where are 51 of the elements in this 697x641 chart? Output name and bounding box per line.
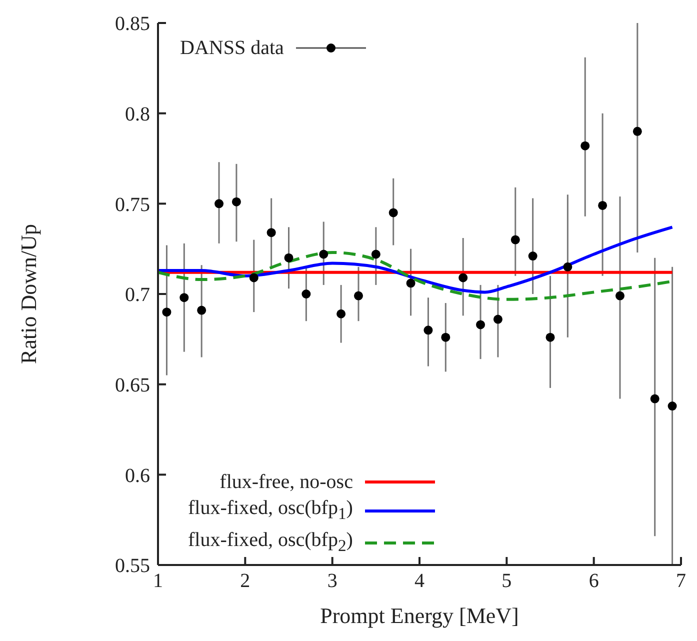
point — [510, 235, 520, 244]
x-tick-label: 6 — [588, 570, 599, 592]
legend-label: flux-free, no-osc — [220, 470, 353, 495]
point — [580, 141, 590, 150]
point — [563, 262, 572, 272]
y-tick-label: 0.75 — [115, 194, 150, 216]
point — [546, 332, 555, 342]
legend-label: DANSS data — [180, 36, 284, 61]
point — [180, 293, 189, 302]
legend-label: flux-fixed, osc(bfp$_{2}$) — [188, 528, 353, 557]
point — [650, 394, 660, 404]
point — [615, 291, 624, 300]
x-tick-label: 4 — [414, 570, 424, 592]
x-tick-label: 3 — [327, 570, 338, 592]
y-tick-label: 0.55 — [115, 555, 150, 578]
x-tick-label: 2 — [240, 570, 250, 592]
point — [354, 291, 363, 300]
y-tick-label: 0.7 — [125, 284, 150, 306]
point — [336, 309, 346, 318]
point — [528, 252, 538, 261]
x-tick-label: 1 — [153, 570, 163, 592]
point — [632, 126, 642, 136]
point — [214, 199, 224, 208]
point — [493, 314, 502, 324]
point — [371, 250, 380, 259]
point — [598, 200, 608, 210]
point — [266, 228, 276, 238]
point — [162, 308, 172, 317]
point — [406, 278, 416, 288]
point — [458, 273, 468, 282]
line-series — [158, 226, 674, 294]
y-tick-label: 0.8 — [125, 103, 150, 126]
y-tick-label: 0.85 — [115, 13, 150, 36]
point — [441, 332, 450, 342]
x-axis-title: Prompt Energy [MeV] — [320, 603, 519, 628]
y-tick-label: 0.65 — [115, 374, 150, 396]
point — [319, 250, 328, 259]
point — [388, 208, 398, 218]
point — [302, 290, 311, 298]
x-tick-label: 7 — [676, 570, 686, 592]
point — [284, 253, 294, 262]
legend-label: flux-fixed, osc(bfp$_{1}$) — [188, 496, 353, 525]
x-tick-label: 5 — [502, 570, 512, 592]
y-axis-title: Ratio Down/Up — [16, 224, 41, 364]
point — [476, 320, 486, 330]
point — [232, 197, 241, 206]
point — [249, 273, 258, 282]
point — [197, 306, 206, 315]
point — [668, 402, 677, 411]
y-tick-label: 0.6 — [125, 464, 150, 487]
point — [424, 326, 433, 335]
